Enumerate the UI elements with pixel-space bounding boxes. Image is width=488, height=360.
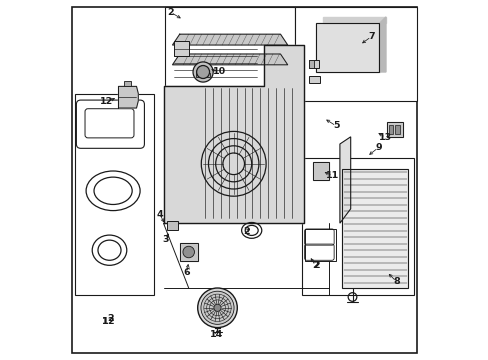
Text: 7: 7 [367,32,374,41]
Bar [309,60,319,68]
Text: 4: 4 [156,210,163,219]
Bar [165,7,294,86]
Bar [309,60,313,68]
Bar [302,158,413,295]
Text: 2: 2 [107,314,113,323]
Bar [388,125,392,134]
Text: 2: 2 [243,228,249,236]
Text: 2: 2 [311,261,318,270]
Polygon shape [172,34,287,45]
Bar [294,7,416,101]
Text: 10: 10 [212,68,225,77]
Text: 9: 9 [374,143,381,152]
Bar [316,23,379,72]
Text: 13: 13 [378,133,391,142]
Bar [196,73,210,77]
Text: 5: 5 [332,122,339,130]
Polygon shape [172,54,287,65]
Bar [75,94,154,295]
Text: 3: 3 [162,235,168,243]
Bar [312,162,328,180]
Ellipse shape [196,66,209,78]
Text: 1: 1 [102,317,108,325]
Polygon shape [322,17,385,23]
Bar [394,125,399,134]
Polygon shape [312,162,328,180]
Text: 12: 12 [100,97,113,106]
Polygon shape [163,45,303,223]
Bar [309,76,320,83]
Text: 1: 1 [102,317,108,325]
Text: 2: 2 [107,317,113,325]
Ellipse shape [197,288,237,328]
Text: 2: 2 [167,8,174,17]
Ellipse shape [183,246,194,258]
Polygon shape [118,86,138,108]
Polygon shape [316,23,379,72]
Ellipse shape [201,291,234,324]
Bar [386,122,403,137]
Ellipse shape [213,304,221,311]
Text: 14: 14 [209,330,223,338]
Polygon shape [379,17,385,72]
Bar [305,229,335,261]
Polygon shape [179,243,197,261]
Bar [167,221,178,230]
Text: 6: 6 [183,269,190,277]
Text: 2: 2 [312,261,319,270]
Polygon shape [341,169,407,288]
Polygon shape [339,137,350,223]
Polygon shape [386,122,403,137]
Text: 11: 11 [325,171,339,180]
Ellipse shape [193,62,213,82]
Bar [174,41,188,56]
Text: 8: 8 [392,277,399,286]
Bar [123,81,131,86]
Bar [341,169,407,288]
Bar [179,243,197,261]
